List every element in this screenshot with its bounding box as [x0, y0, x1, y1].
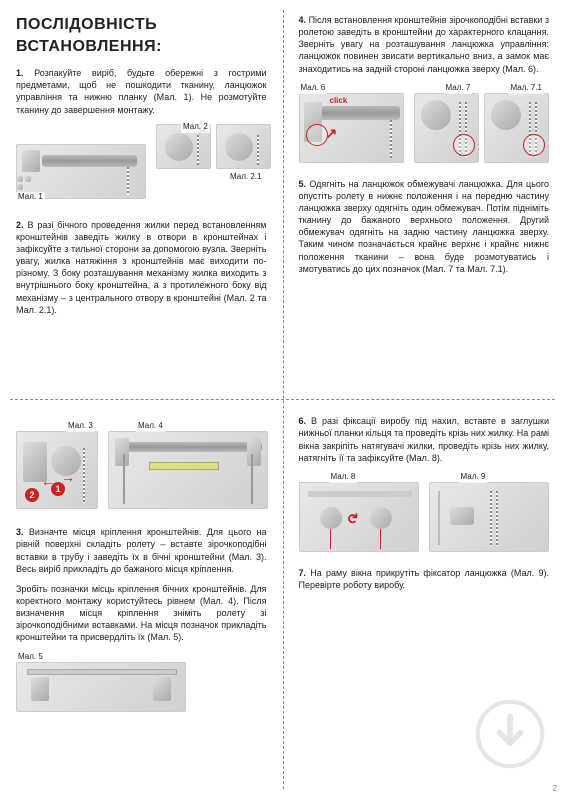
- step-7-text: 7. На раму вікна прикрутіть фіксатор лан…: [299, 567, 550, 591]
- fig-label-4: Мал. 4: [136, 421, 165, 432]
- step-1-text: 1. Розпакуйте виріб, будьте обережні з г…: [16, 67, 267, 116]
- figure-row-3: 1 2 → ← Мал. 3 Мал. 4: [16, 421, 267, 516]
- fig-label-5: Мал. 5: [16, 652, 45, 663]
- fig-label-6: Мал. 6: [299, 83, 328, 94]
- page-title: ПОСЛІДОВНІСТЬ ВСТАНОВЛЕННЯ:: [16, 14, 267, 57]
- fig-label-21: Мал. 2.1: [228, 172, 263, 183]
- figure-row-1: Мал. 1 ✂ Мал. 2 Мал. 2.1: [16, 124, 267, 209]
- fig-label-9: Мал. 9: [459, 472, 488, 483]
- fig-label-1: Мал. 1: [16, 192, 45, 203]
- quadrant-top-left: ПОСЛІДОВНІСТЬ ВСТАНОВЛЕННЯ: 1. Розпакуйт…: [0, 0, 283, 401]
- fig-label-8: Мал. 8: [329, 472, 358, 483]
- fig-label-71: Мал. 7.1: [509, 83, 544, 94]
- step-3b-text: Зробіть позначки місць кріплення бічних …: [16, 583, 267, 644]
- quadrant-bottom-left: 1 2 → ← Мал. 3 Мал. 4 3. Визначте місця …: [0, 401, 283, 799]
- fig-label-7: Мал. 7: [444, 83, 473, 94]
- watermark-icon: [475, 699, 545, 769]
- horizontal-divider: [10, 399, 555, 400]
- page-number: 2: [553, 784, 557, 795]
- click-label: click: [330, 96, 348, 107]
- step-6-text: 6. В разі фіксації виробу під нахил, вст…: [299, 415, 550, 464]
- step-5-text: 5. Одягніть на ланцюжок обмежувачі ланцю…: [299, 178, 550, 275]
- figure-row-4: click ↗ Мал. 6 Мал. 7 Мал. 7.1: [299, 83, 550, 168]
- step-3a-text: 3. Визначте місця кріплення кронштейнів.…: [16, 526, 267, 575]
- step-2-text: 2. В разі бічного проведення жилки перед…: [16, 219, 267, 316]
- figure-row-8: ↻ Мал. 8 Мал. 9: [299, 472, 550, 557]
- figure-row-5: Мал. 5: [16, 652, 267, 712]
- fig-label-3: Мал. 3: [66, 421, 95, 432]
- fig-label-2: Мал. 2: [181, 122, 210, 133]
- quadrant-top-right: 4. Після встановлення кронштейнів зірочк…: [283, 0, 565, 401]
- step-4-text: 4. Після встановлення кронштейнів зірочк…: [299, 14, 550, 75]
